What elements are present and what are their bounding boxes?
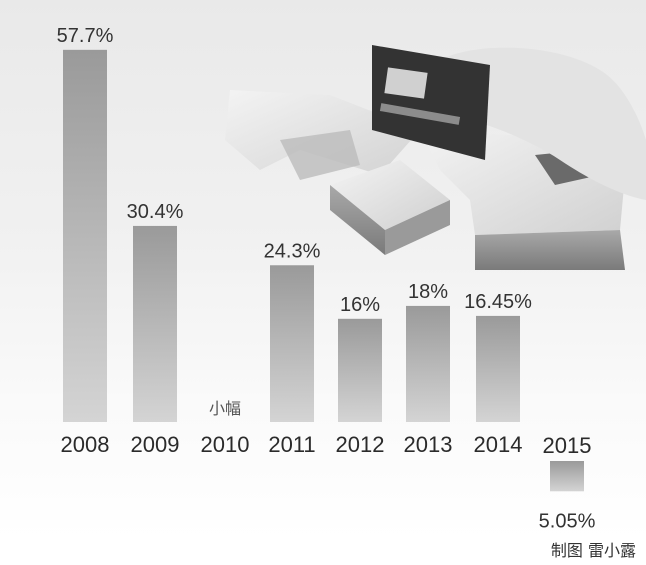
card-window (384, 67, 428, 99)
bar-2014 (476, 315, 520, 422)
x-tick-label-2012: 2012 (336, 432, 385, 457)
block-shape (330, 160, 450, 230)
block-shape (280, 130, 360, 180)
block-shape (225, 90, 420, 175)
bar-2009 (133, 225, 177, 422)
x-tick-label-2015: 2015 (543, 433, 592, 458)
bar-2012 (338, 318, 382, 422)
card-stripe (379, 103, 461, 125)
label-group: 2008 57.7% 2009 30.4% 2010 小幅 2011 24.3% 2012 16%… (57, 25, 596, 532)
data-label-2009: 30.4% (127, 201, 184, 223)
data-label-2015: 5.05% (539, 510, 596, 532)
bar-2011 (270, 265, 314, 422)
data-label-2012: 16% (340, 294, 380, 316)
bar-2015 (550, 461, 584, 492)
x-tick-label-2013: 2013 (404, 432, 453, 457)
x-tick-label-2008: 2008 (61, 432, 110, 457)
block-shape (330, 185, 385, 255)
chart-area: 2008 57.7% 2009 30.4% 2010 小幅 2011 24.3% 2012 16%… (0, 0, 646, 540)
bar-group (63, 49, 584, 492)
bar-2008 (63, 49, 107, 423)
note-label-2010: 小幅 (209, 400, 241, 418)
x-tick-label-2014: 2014 (474, 432, 523, 457)
bar-2013 (406, 305, 450, 422)
x-tick-label-2011: 2011 (268, 432, 315, 457)
x-tick-label-2010: 2010 (201, 432, 250, 457)
data-label-2014: 16.45% (464, 291, 532, 313)
data-label-2008: 57.7% (57, 25, 114, 47)
decorative-illustration (225, 45, 646, 270)
bar-chart: 2008 57.7% 2009 30.4% 2010 小幅 2011 24.3% 2012 16%… (57, 25, 596, 532)
credit-text: 制图 雷小露 (550, 541, 636, 560)
data-label-2011: 24.3% (264, 240, 321, 262)
block-shape (385, 200, 450, 255)
block-shape (475, 230, 625, 270)
x-tick-label-2009: 2009 (131, 432, 180, 457)
data-label-2013: 18% (408, 281, 448, 303)
